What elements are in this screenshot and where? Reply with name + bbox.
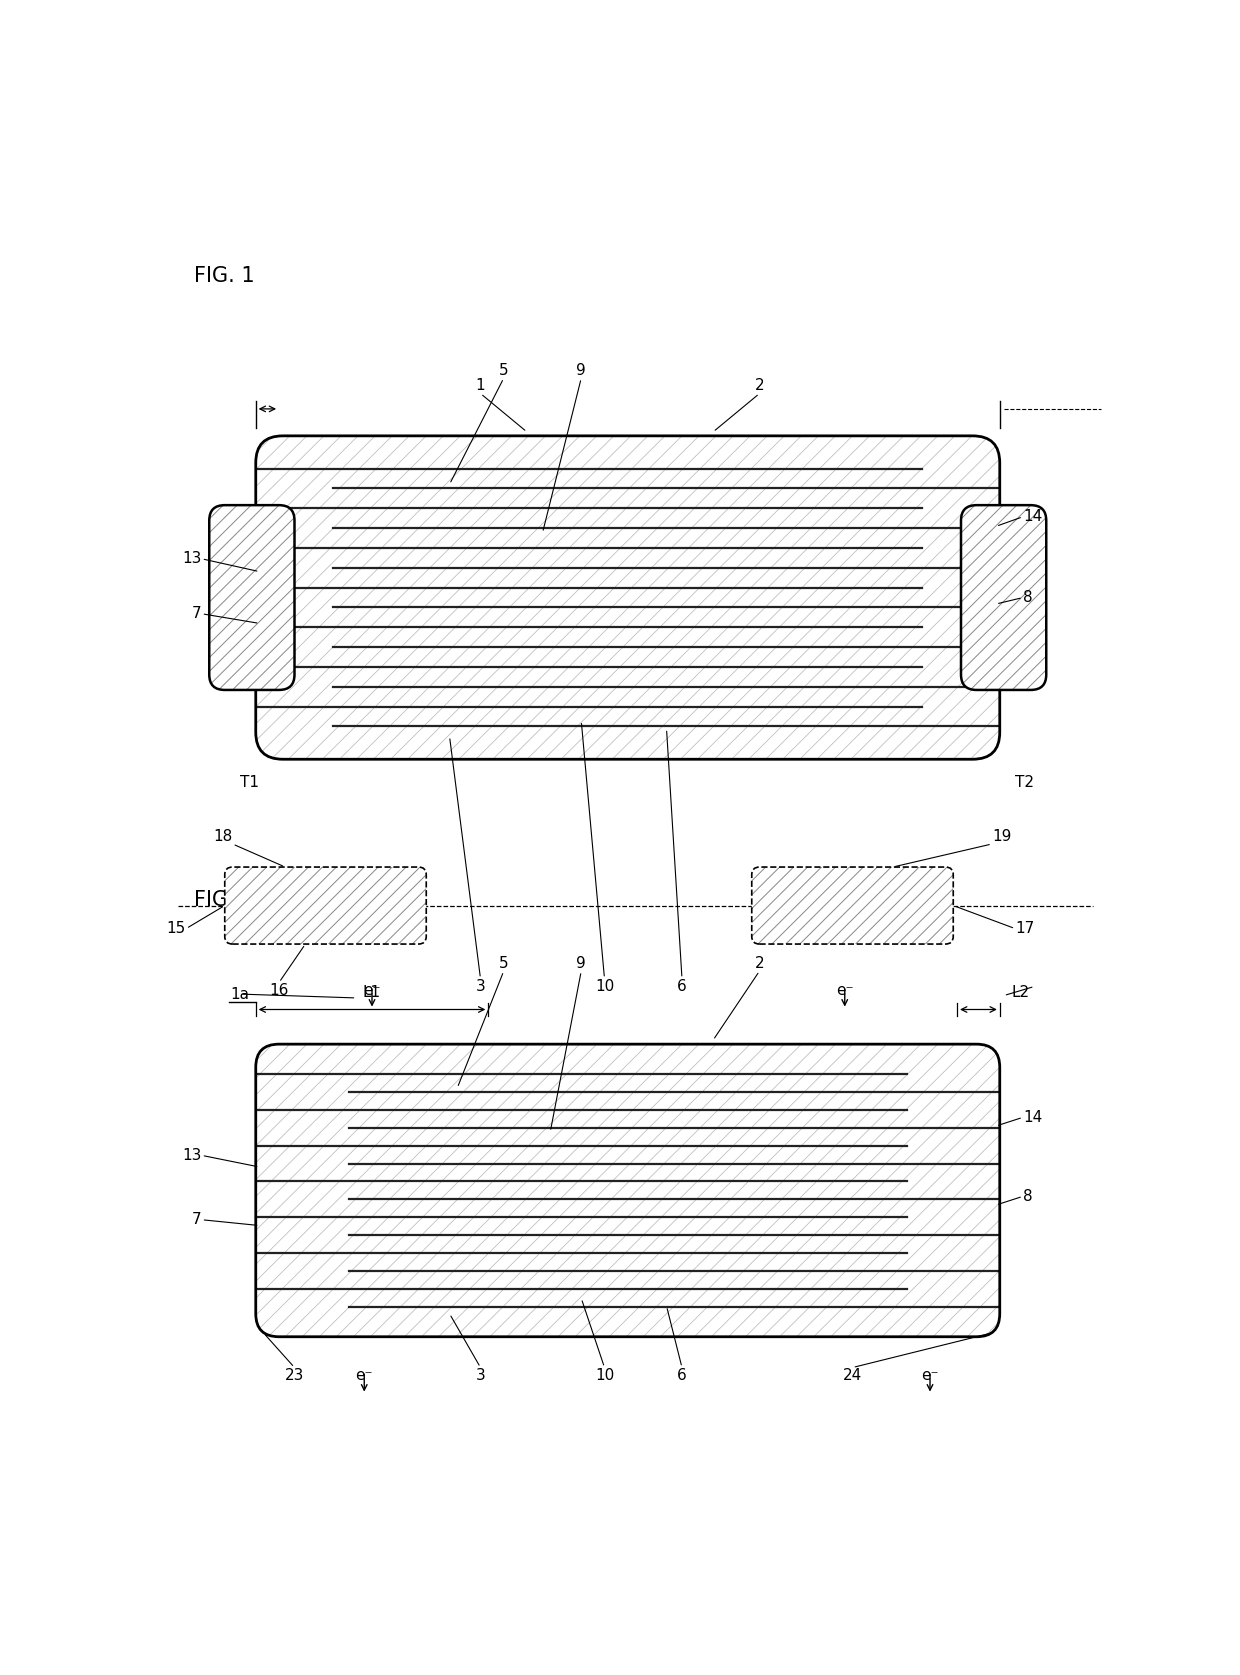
Text: 9: 9 — [577, 956, 587, 972]
FancyBboxPatch shape — [255, 1044, 999, 1337]
FancyBboxPatch shape — [751, 868, 954, 945]
Text: 16: 16 — [269, 983, 289, 998]
Text: 9: 9 — [577, 363, 587, 379]
FancyBboxPatch shape — [224, 868, 427, 945]
Text: 5: 5 — [498, 363, 508, 379]
Text: 7: 7 — [192, 1213, 201, 1228]
Text: 5: 5 — [498, 956, 508, 972]
Text: e⁻: e⁻ — [836, 983, 853, 998]
Text: 18: 18 — [213, 829, 233, 844]
Text: 2: 2 — [755, 956, 764, 972]
Text: 14: 14 — [1023, 1111, 1043, 1126]
Text: 14: 14 — [1023, 509, 1043, 524]
Text: 1: 1 — [476, 379, 485, 394]
Text: e⁻: e⁻ — [921, 1367, 939, 1382]
Text: 6: 6 — [677, 1367, 687, 1382]
Text: L2: L2 — [1012, 985, 1029, 1000]
Text: 3: 3 — [476, 1367, 485, 1382]
FancyBboxPatch shape — [210, 506, 295, 690]
Text: 8: 8 — [1023, 1189, 1033, 1204]
Text: 10: 10 — [595, 1367, 614, 1382]
Text: 24: 24 — [843, 1367, 862, 1382]
Text: 15: 15 — [166, 921, 186, 936]
Text: T2: T2 — [1016, 776, 1034, 791]
Text: FIG. 2: FIG. 2 — [193, 889, 254, 910]
Text: 7: 7 — [192, 606, 201, 621]
Text: T1: T1 — [241, 776, 259, 791]
Text: 17: 17 — [1016, 921, 1034, 936]
Text: 10: 10 — [595, 978, 614, 993]
Text: 8: 8 — [1023, 590, 1033, 605]
Text: 1a: 1a — [231, 987, 249, 1002]
FancyBboxPatch shape — [255, 436, 999, 759]
Text: 19: 19 — [992, 829, 1012, 844]
Text: 23: 23 — [285, 1367, 304, 1382]
Text: L1: L1 — [363, 985, 381, 1000]
Text: 13: 13 — [182, 1147, 201, 1162]
Text: e⁻: e⁻ — [363, 983, 381, 998]
Text: FIG. 1: FIG. 1 — [193, 266, 254, 286]
Text: 3: 3 — [476, 978, 485, 993]
Text: e⁻: e⁻ — [356, 1367, 373, 1382]
Text: 6: 6 — [677, 978, 687, 993]
Text: 2: 2 — [755, 379, 764, 394]
FancyBboxPatch shape — [961, 506, 1047, 690]
Text: 13: 13 — [182, 551, 201, 566]
